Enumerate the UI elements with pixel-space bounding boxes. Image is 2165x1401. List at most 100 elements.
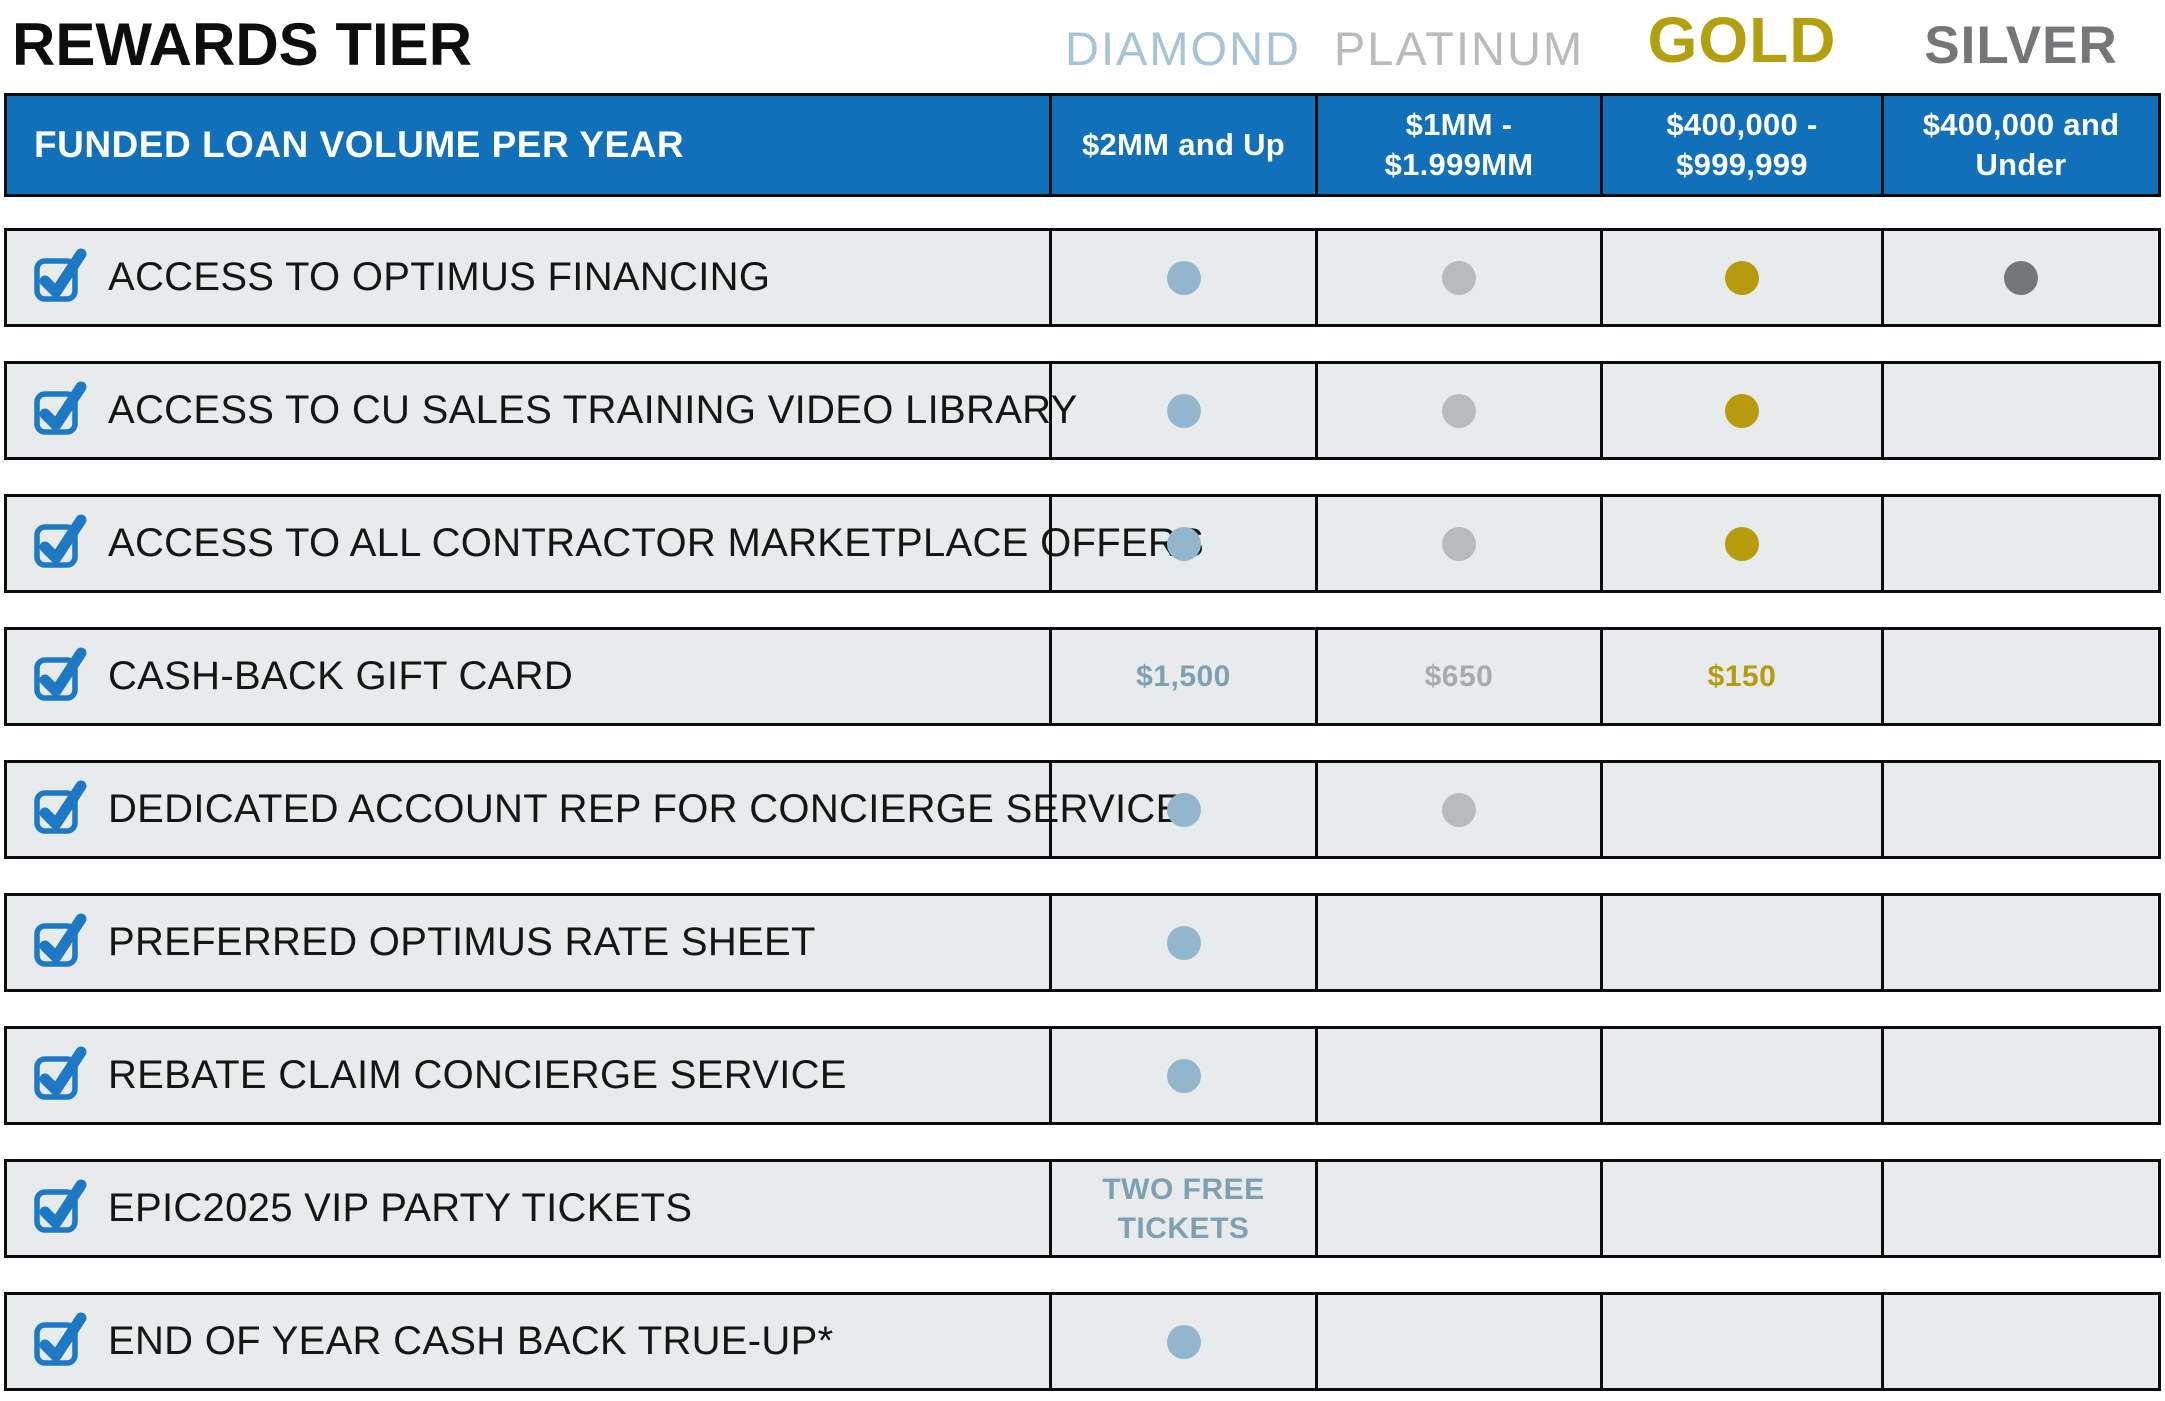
checkbox-checked-icon bbox=[34, 1312, 87, 1366]
cell-silver-empty bbox=[1881, 1295, 2158, 1388]
cell-value: $1,500 bbox=[1136, 660, 1231, 693]
page-title: REWARDS TIER bbox=[12, 11, 473, 78]
cell-platinum-empty bbox=[1315, 896, 1600, 989]
checkbox-checked-icon bbox=[34, 381, 87, 435]
checkbox-checked-icon bbox=[34, 913, 87, 967]
table-row: EPIC2025 VIP PARTY TICKETS TWO FREE TICKE… bbox=[4, 1159, 2161, 1258]
included-dot-gold bbox=[1725, 260, 1759, 295]
feature-cell: DEDICATED ACCOUNT REP FOR CONCIERGE SERV… bbox=[7, 763, 1182, 856]
cell-gold-empty bbox=[1600, 896, 1881, 989]
cell-gold-empty bbox=[1600, 1162, 1881, 1255]
cell-gold bbox=[1600, 231, 1881, 324]
cell-gold bbox=[1600, 364, 1881, 457]
volume-header-silver: $400,000 and Under bbox=[1881, 96, 2158, 194]
feature-cell: END OF YEAR CASH BACK TRUE-UP* bbox=[7, 1295, 1049, 1388]
table-row: ACCESS TO OPTIMUS FINANCING bbox=[4, 228, 2161, 327]
checkbox-checked-icon bbox=[34, 647, 87, 701]
included-dot-platinum bbox=[1442, 526, 1476, 561]
feature-cell: REBATE CLAIM CONCIERGE SERVICE bbox=[7, 1029, 1049, 1122]
cell-value: $150 bbox=[1707, 660, 1777, 693]
cell-diamond: $1,500 bbox=[1049, 630, 1315, 723]
tier-label-silver: SILVER bbox=[1924, 16, 2118, 75]
cell-gold-empty bbox=[1600, 763, 1881, 856]
cell-silver-empty bbox=[1881, 497, 2158, 590]
volume-header-label: FUNDED LOAN VOLUME PER YEAR bbox=[34, 124, 685, 165]
cell-value: TWO FREE TICKETS bbox=[1102, 1172, 1265, 1245]
checkbox-checked-icon bbox=[34, 1046, 87, 1100]
tier-label-gold: GOLD bbox=[1647, 4, 1837, 76]
checkbox-checked-icon bbox=[34, 780, 87, 834]
tier-label-platinum: PLATINUM bbox=[1333, 22, 1585, 75]
feature-cell: CASH-BACK GIFT CARD bbox=[7, 630, 1049, 723]
volume-header-gold: $400,000 - $999,999 bbox=[1600, 96, 1881, 194]
table-row: ACCESS TO CU SALES TRAINING VIDEO LIBRAR… bbox=[4, 361, 2161, 460]
cell-gold: $150 bbox=[1600, 630, 1881, 723]
checkbox-checked-icon bbox=[34, 248, 87, 302]
volume-header-platinum: $1MM - $1.999MM bbox=[1315, 96, 1600, 194]
feature-label: ACCESS TO ALL CONTRACTOR MARKETPLACE OFF… bbox=[108, 521, 1205, 565]
table-row: END OF YEAR CASH BACK TRUE-UP* bbox=[4, 1292, 2161, 1391]
table-row: ACCESS TO ALL CONTRACTOR MARKETPLACE OFF… bbox=[4, 494, 2161, 593]
included-dot-diamond bbox=[1166, 1324, 1201, 1359]
included-dot-platinum bbox=[1442, 393, 1476, 428]
table-row: REBATE CLAIM CONCIERGE SERVICE bbox=[4, 1026, 2161, 1125]
feature-label: ACCESS TO CU SALES TRAINING VIDEO LIBRAR… bbox=[108, 388, 1078, 432]
cell-platinum-empty bbox=[1315, 1029, 1600, 1122]
included-dot-diamond bbox=[1166, 260, 1201, 295]
included-dot-silver bbox=[2004, 260, 2038, 295]
cell-diamond bbox=[1049, 896, 1315, 989]
cell-platinum bbox=[1315, 497, 1600, 590]
checkbox-checked-icon bbox=[34, 514, 87, 568]
included-dot-diamond bbox=[1166, 1058, 1201, 1093]
included-dot-platinum bbox=[1442, 260, 1476, 295]
feature-label: DEDICATED ACCOUNT REP FOR CONCIERGE SERV… bbox=[108, 787, 1183, 831]
cell-diamond bbox=[1049, 1029, 1315, 1122]
feature-label: EPIC2025 VIP PARTY TICKETS bbox=[108, 1186, 693, 1230]
feature-label: END OF YEAR CASH BACK TRUE-UP* bbox=[108, 1319, 834, 1363]
included-dot-gold bbox=[1725, 526, 1759, 561]
feature-cell: ACCESS TO OPTIMUS FINANCING bbox=[7, 231, 1049, 324]
cell-silver-empty bbox=[1881, 364, 2158, 457]
cell-diamond bbox=[1049, 364, 1315, 457]
included-dot-platinum bbox=[1442, 792, 1476, 827]
cell-silver bbox=[1881, 231, 2158, 324]
cell-platinum-empty bbox=[1315, 1162, 1600, 1255]
cell-value: $650 bbox=[1424, 660, 1494, 693]
cell-diamond: TWO FREE TICKETS bbox=[1049, 1162, 1315, 1255]
cell-silver-empty bbox=[1881, 1162, 2158, 1255]
feature-label: REBATE CLAIM CONCIERGE SERVICE bbox=[108, 1053, 847, 1097]
feature-cell: ACCESS TO ALL CONTRACTOR MARKETPLACE OFF… bbox=[7, 497, 1204, 590]
cell-gold-empty bbox=[1600, 1295, 1881, 1388]
cell-gold-empty bbox=[1600, 1029, 1881, 1122]
feature-label: ACCESS TO OPTIMUS FINANCING bbox=[108, 255, 771, 299]
cell-gold bbox=[1600, 497, 1881, 590]
volume-header-row: FUNDED LOAN VOLUME PER YEAR $2MM and Up $… bbox=[4, 93, 2161, 197]
table-row: PREFERRED OPTIMUS RATE SHEET bbox=[4, 893, 2161, 992]
cell-silver-empty bbox=[1881, 763, 2158, 856]
cell-diamond bbox=[1049, 231, 1315, 324]
cell-silver-empty bbox=[1881, 630, 2158, 723]
feature-label: CASH-BACK GIFT CARD bbox=[108, 654, 574, 698]
feature-label: PREFERRED OPTIMUS RATE SHEET bbox=[108, 920, 816, 964]
volume-header-diamond: $2MM and Up bbox=[1049, 96, 1315, 194]
table-row: CASH-BACK GIFT CARD $1,500 $650 $150 bbox=[4, 627, 2161, 726]
cell-silver-empty bbox=[1881, 896, 2158, 989]
feature-cell: PREFERRED OPTIMUS RATE SHEET bbox=[7, 896, 1049, 989]
cell-platinum-empty bbox=[1315, 1295, 1600, 1388]
feature-cell: ACCESS TO CU SALES TRAINING VIDEO LIBRAR… bbox=[7, 364, 1077, 457]
included-dot-diamond bbox=[1166, 526, 1201, 561]
cell-platinum bbox=[1315, 364, 1600, 457]
tier-label-diamond: DIAMOND bbox=[1065, 22, 1301, 75]
cell-platinum: $650 bbox=[1315, 630, 1600, 723]
cell-platinum bbox=[1315, 231, 1600, 324]
tier-label-band: REWARDS TIER DIAMOND PLATINUM GOLD SILVER bbox=[0, 0, 2165, 93]
feature-cell: EPIC2025 VIP PARTY TICKETS bbox=[7, 1162, 1049, 1255]
table-row: DEDICATED ACCOUNT REP FOR CONCIERGE SERV… bbox=[4, 760, 2161, 859]
cell-diamond bbox=[1049, 1295, 1315, 1388]
included-dot-diamond bbox=[1166, 792, 1201, 827]
cell-diamond bbox=[1049, 763, 1315, 856]
cell-diamond bbox=[1049, 497, 1315, 590]
cell-platinum bbox=[1315, 763, 1600, 856]
cell-silver-empty bbox=[1881, 1029, 2158, 1122]
